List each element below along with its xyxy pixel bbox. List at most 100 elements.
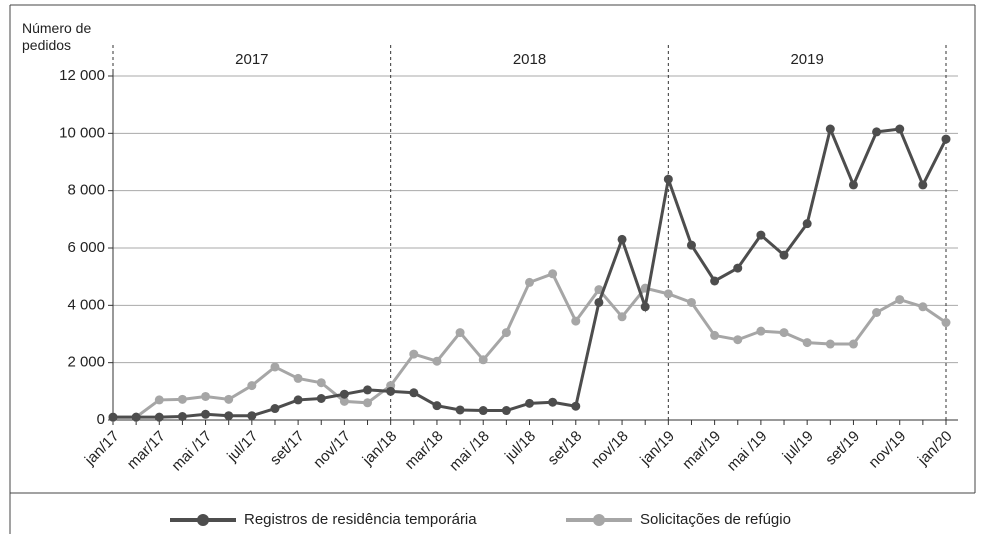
data-point [779, 250, 789, 260]
data-point [525, 277, 534, 287]
legend-marker [197, 514, 209, 526]
y-tick-label: 12 000 [59, 67, 105, 84]
data-point [478, 406, 488, 416]
x-tick-label: mai /18 [446, 428, 493, 475]
data-point [733, 335, 743, 345]
data-point [293, 373, 303, 383]
data-point [455, 405, 465, 415]
x-tick-label: mai /17 [168, 428, 215, 475]
x-tick-label: jan/20 [914, 428, 956, 470]
data-point [548, 269, 558, 279]
data-point [316, 378, 326, 388]
x-tick-label: mar/17 [124, 428, 169, 473]
legend-marker [593, 514, 605, 526]
y-tick-label: 6 000 [67, 239, 105, 256]
data-point [247, 411, 257, 421]
data-point [825, 124, 835, 134]
data-point [177, 394, 187, 404]
data-point [293, 395, 303, 405]
data-point [663, 174, 673, 184]
data-point [339, 389, 349, 399]
data-point [224, 411, 234, 421]
legend-label: Registros de residência temporária [244, 511, 477, 528]
x-tick-label: nov/18 [588, 428, 632, 472]
data-point [872, 127, 882, 137]
data-point [825, 339, 835, 349]
data-point [872, 308, 882, 317]
data-point [455, 328, 465, 338]
data-point [270, 404, 280, 414]
data-point [316, 394, 326, 403]
legend-label: Solicitações de refúgio [640, 511, 791, 528]
data-point [756, 326, 766, 336]
y-tick-label: 0 [97, 411, 105, 428]
data-point [594, 285, 604, 295]
series-line [113, 124, 948, 419]
x-tick-label: jul/18 [501, 428, 539, 466]
data-point [941, 318, 951, 328]
data-point [201, 409, 211, 419]
data-point [802, 338, 812, 348]
year-label: 2019 [790, 51, 823, 68]
data-point [501, 406, 511, 416]
data-point [525, 398, 534, 408]
data-point [224, 394, 234, 404]
data-point [848, 180, 858, 190]
data-point [848, 339, 858, 349]
data-point [363, 398, 373, 408]
data-point [594, 297, 604, 307]
x-tick-label: jan/18 [359, 428, 401, 470]
y-tick-label: 2 000 [67, 354, 105, 371]
data-point [756, 230, 766, 240]
x-tick-label: set/17 [267, 428, 308, 469]
x-tick-label: nov/19 [865, 428, 909, 472]
data-point [478, 355, 488, 365]
data-point [386, 386, 396, 396]
data-point [154, 395, 164, 405]
data-point [617, 234, 627, 244]
y-tick-label: 10 000 [59, 124, 105, 141]
year-label: 2018 [513, 51, 546, 68]
data-point [201, 391, 211, 401]
data-point [432, 356, 442, 366]
data-point [409, 388, 419, 398]
data-point [177, 412, 187, 422]
data-point [686, 297, 696, 307]
data-point [108, 412, 118, 422]
data-point [895, 295, 905, 305]
data-point [686, 240, 696, 250]
data-point [733, 263, 743, 273]
data-point [501, 328, 511, 338]
x-tick-label: set/19 [822, 428, 863, 469]
x-tick-label: jul/17 [223, 428, 261, 466]
data-point [710, 330, 720, 340]
data-point [363, 385, 373, 395]
x-tick-label: mar/19 [679, 428, 724, 473]
data-point [339, 396, 349, 406]
data-point [571, 401, 581, 411]
y-tick-label: 4 000 [67, 296, 105, 313]
data-point [131, 412, 141, 422]
year-label: 2017 [235, 51, 268, 68]
data-point [918, 180, 928, 190]
x-tick-label: nov/17 [310, 428, 354, 472]
data-point [409, 349, 419, 359]
data-point [640, 302, 650, 312]
series-line [113, 271, 947, 419]
y-axis-label: Número de pedidos [22, 20, 92, 53]
x-tick-label: jan/19 [636, 428, 678, 470]
data-point [154, 412, 164, 422]
data-point [270, 362, 280, 372]
x-tick-label: mar/18 [402, 428, 447, 473]
data-point [802, 219, 812, 229]
data-point [548, 397, 558, 407]
data-point [663, 289, 673, 299]
x-tick-label: set/18 [544, 428, 585, 469]
data-point [571, 316, 581, 326]
data-point [779, 328, 789, 338]
data-point [710, 276, 720, 286]
data-point [941, 134, 951, 144]
x-tick-label: mai /19 [724, 428, 771, 475]
